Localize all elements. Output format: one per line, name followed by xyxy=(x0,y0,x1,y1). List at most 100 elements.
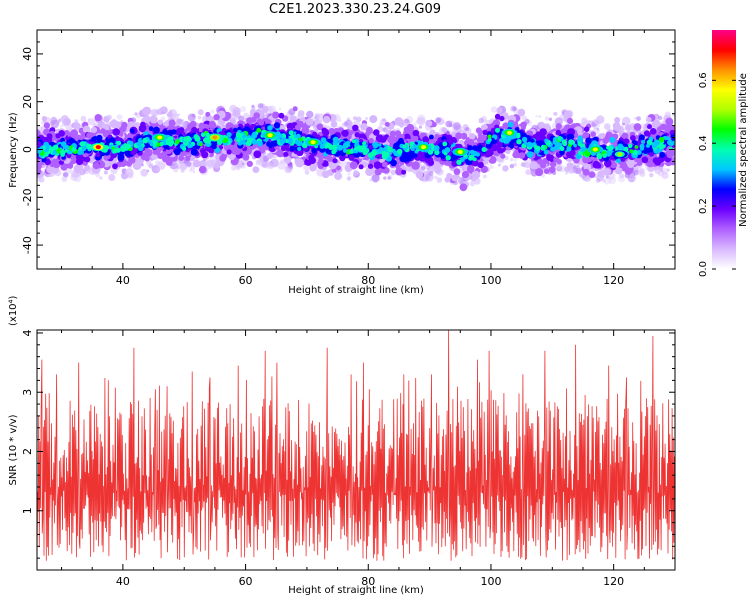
spectrogram-cell xyxy=(61,176,68,182)
spectrogram-cell xyxy=(500,153,506,159)
spectrogram-cell xyxy=(116,114,123,120)
spectrogram-cell xyxy=(489,165,494,169)
spectrogram-cell xyxy=(592,160,601,169)
spectrogram-cell xyxy=(583,126,590,132)
spectrogram-cell xyxy=(232,116,238,121)
spectrogram-cell xyxy=(292,106,298,112)
spectrogram-cell xyxy=(328,127,335,135)
spectrogram-cell xyxy=(619,173,625,179)
spectrogram-cell xyxy=(323,115,331,124)
spectrogram-cell xyxy=(316,123,324,131)
spectrogram-cell xyxy=(620,160,626,166)
spectrogram-cell xyxy=(360,123,368,131)
spectrogram-cell xyxy=(87,118,91,121)
spectrogram-cell xyxy=(373,129,380,136)
spectrogram-cell xyxy=(624,167,633,175)
spectrogram-cell xyxy=(640,123,647,130)
spectrogram-cell xyxy=(371,141,379,149)
spectrogram-cell xyxy=(38,176,45,183)
spectrogram-cell xyxy=(116,161,123,168)
spectrogram-cell xyxy=(633,123,642,131)
spectrogram-cell xyxy=(672,113,675,117)
spectrogram-cell xyxy=(197,115,202,120)
spectrogram-cell xyxy=(294,124,302,131)
spectrogram-cell xyxy=(608,176,617,185)
spectrogram-cell xyxy=(383,176,387,180)
spectrogram-cell xyxy=(575,167,582,174)
spectrogram-cell xyxy=(63,172,69,178)
spectrogram-cell xyxy=(368,144,374,150)
spectrogram-cell xyxy=(425,173,434,182)
spectrogram-cell xyxy=(648,151,655,157)
spectrogram-cell xyxy=(208,122,215,129)
spectrogram-cell xyxy=(525,169,532,176)
spectrogram-cell xyxy=(295,158,305,168)
spectrogram-cell xyxy=(228,154,235,161)
spectrogram-cell xyxy=(480,134,487,141)
spectrogram-cell xyxy=(646,117,652,122)
spectrogram-cell xyxy=(117,153,125,161)
spectrogram-cell xyxy=(177,113,180,117)
spectrogram-cell xyxy=(352,116,358,121)
spectrogram-cell xyxy=(621,116,631,126)
spectrogram-cell xyxy=(425,119,433,127)
spectrogram-cell xyxy=(235,163,241,169)
spectrogram-cell xyxy=(283,156,292,164)
spectrogram-cell xyxy=(210,109,215,114)
spectrogram-cell xyxy=(261,161,268,168)
spectrogram-cell xyxy=(653,119,661,127)
spectrogram-cell xyxy=(96,134,103,141)
spectrogram-cell xyxy=(390,159,397,167)
spectrogram-cell xyxy=(620,127,625,132)
spectrogram-cell xyxy=(267,162,275,169)
spectrogram-cell xyxy=(138,124,147,133)
spectrogram-cell xyxy=(41,116,48,122)
spectrogram-cell xyxy=(369,115,378,124)
spectrogram-cell xyxy=(180,168,185,173)
spectrogram-cell xyxy=(550,161,557,168)
spectrogram-cell xyxy=(157,119,163,125)
spectrogram-cell xyxy=(566,162,574,170)
spectrogram-cell xyxy=(112,163,118,170)
spectrogram-cell xyxy=(148,163,154,169)
spectrogram-cell xyxy=(130,128,135,134)
spectrogram-cell xyxy=(445,120,453,128)
spectrogram-cell xyxy=(339,119,342,122)
spectrogram-cell xyxy=(582,168,590,176)
spectrogram-cell xyxy=(441,127,448,133)
spectrogram-cell xyxy=(578,173,582,177)
spectrogram-cell xyxy=(614,117,621,123)
spectrogram-cell xyxy=(58,130,65,137)
spectrogram-cell xyxy=(241,162,245,166)
spectrogram-cell xyxy=(358,164,364,170)
spectrogram-cell xyxy=(465,127,470,131)
spectrogram-cell xyxy=(657,169,665,177)
spectrogram-cell xyxy=(467,145,473,151)
spectrogram-cell xyxy=(482,129,488,136)
spectrogram-cell xyxy=(555,129,562,136)
spectrogram-cell xyxy=(472,170,481,179)
spectrogram-cell xyxy=(621,132,629,140)
spectrogram-cell xyxy=(518,152,526,159)
figure-title: C2E1.2023.330.23.24.G09 xyxy=(268,2,442,17)
spectrogram-cell xyxy=(389,130,396,137)
spectrogram-cell xyxy=(286,122,295,131)
spectrogram-cell xyxy=(428,138,435,145)
spectrogram-cell xyxy=(60,125,63,128)
spectrogram-cell xyxy=(643,130,651,137)
spectrogram-cell xyxy=(478,117,485,124)
spectrogram-cell xyxy=(512,106,517,111)
spectrogram-cell xyxy=(150,109,158,116)
spectrogram-cell xyxy=(218,145,224,150)
spectrogram-cell xyxy=(140,168,149,177)
spectrogram-cell xyxy=(425,158,431,164)
spectrogram-cell xyxy=(301,127,310,135)
spectrogram-cell xyxy=(520,121,527,128)
spectrogram-cell xyxy=(451,174,459,182)
spectrogram-cell xyxy=(384,121,390,127)
spectrogram-cell xyxy=(115,136,120,141)
spectrogram-cell xyxy=(341,123,344,126)
spectrogram-cell xyxy=(405,116,414,124)
spectrogram-cell xyxy=(339,154,346,162)
spectrogram-cell xyxy=(157,161,166,170)
